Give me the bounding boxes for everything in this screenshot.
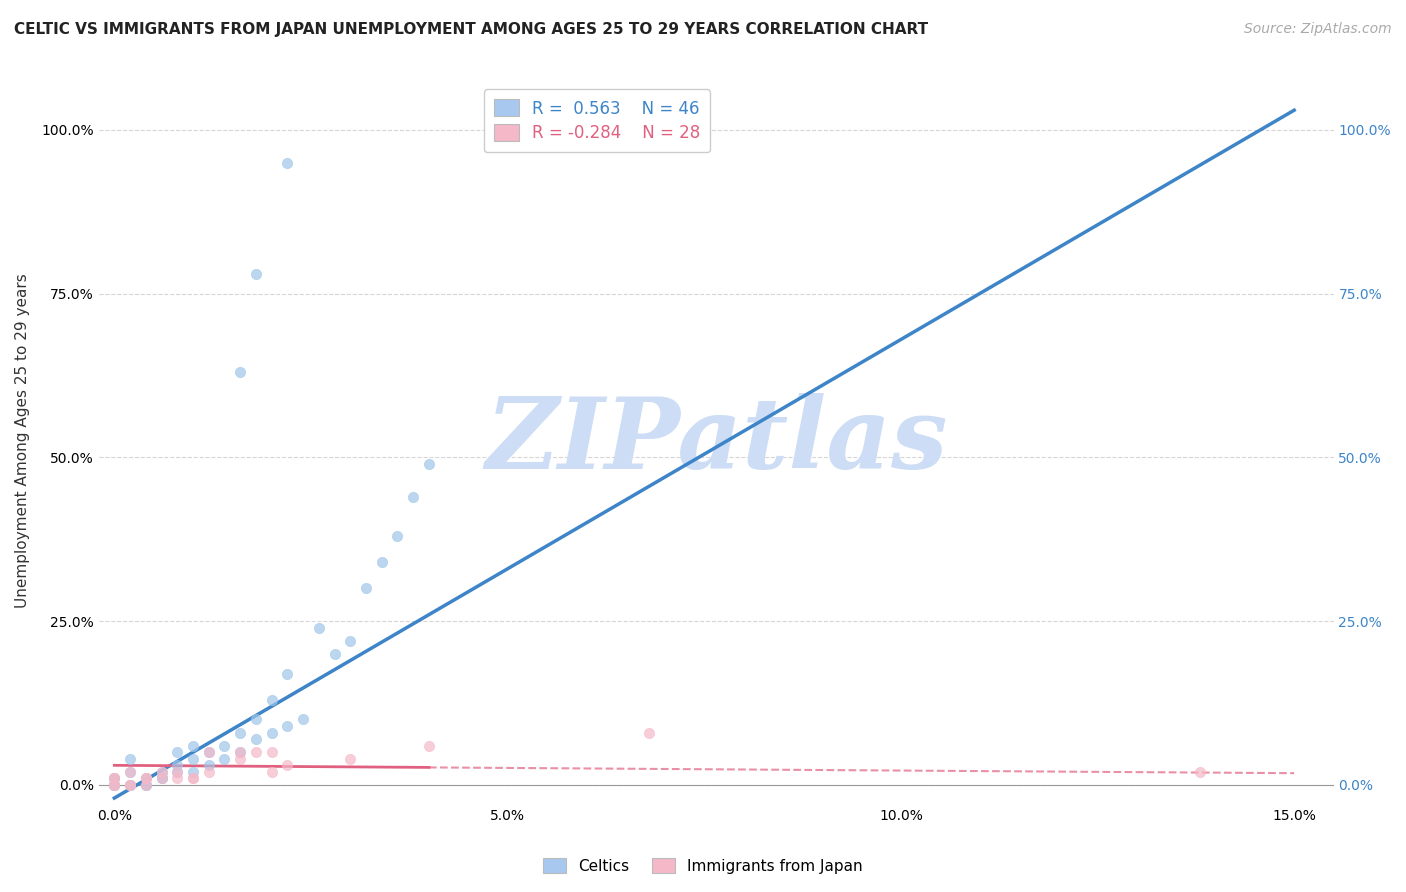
Point bbox=[135, 778, 157, 792]
Point bbox=[387, 529, 409, 543]
Point bbox=[229, 745, 252, 759]
Legend: R =  0.563    N = 46, R = -0.284    N = 28: R = 0.563 N = 46, R = -0.284 N = 28 bbox=[484, 89, 710, 153]
Point bbox=[323, 647, 346, 661]
Point bbox=[276, 719, 298, 733]
Point bbox=[103, 772, 125, 786]
Point bbox=[120, 778, 142, 792]
Point bbox=[103, 778, 125, 792]
Point bbox=[638, 725, 661, 739]
Point bbox=[197, 745, 219, 759]
Point bbox=[402, 490, 425, 504]
Point bbox=[150, 772, 173, 786]
Point bbox=[308, 621, 330, 635]
Point bbox=[354, 582, 377, 596]
Point bbox=[276, 758, 298, 772]
Point bbox=[181, 739, 204, 753]
Point bbox=[245, 713, 267, 727]
Point bbox=[135, 778, 157, 792]
Point bbox=[181, 764, 204, 779]
Point bbox=[120, 778, 142, 792]
Point bbox=[103, 772, 125, 786]
Point bbox=[260, 693, 283, 707]
Point bbox=[181, 772, 204, 786]
Point bbox=[150, 764, 173, 779]
Point bbox=[103, 778, 125, 792]
Point bbox=[229, 365, 252, 379]
Point bbox=[120, 752, 142, 766]
Point bbox=[197, 745, 219, 759]
Point bbox=[418, 739, 440, 753]
Text: ZIPatlas: ZIPatlas bbox=[485, 392, 948, 490]
Point bbox=[103, 778, 125, 792]
Point bbox=[339, 752, 361, 766]
Point bbox=[103, 772, 125, 786]
Point bbox=[166, 764, 188, 779]
Point bbox=[292, 713, 315, 727]
Point bbox=[120, 778, 142, 792]
Point bbox=[229, 725, 252, 739]
Point bbox=[197, 764, 219, 779]
Point bbox=[135, 772, 157, 786]
Point bbox=[260, 745, 283, 759]
Point bbox=[1188, 764, 1211, 779]
Point bbox=[260, 764, 283, 779]
Point bbox=[229, 745, 252, 759]
Y-axis label: Unemployment Among Ages 25 to 29 years: Unemployment Among Ages 25 to 29 years bbox=[15, 274, 30, 608]
Point bbox=[135, 772, 157, 786]
Point bbox=[181, 772, 204, 786]
Point bbox=[214, 752, 236, 766]
Point bbox=[166, 764, 188, 779]
Point bbox=[418, 457, 440, 471]
Point bbox=[103, 778, 125, 792]
Point bbox=[245, 745, 267, 759]
Point bbox=[135, 778, 157, 792]
Point bbox=[135, 772, 157, 786]
Point bbox=[120, 778, 142, 792]
Text: CELTIC VS IMMIGRANTS FROM JAPAN UNEMPLOYMENT AMONG AGES 25 TO 29 YEARS CORRELATI: CELTIC VS IMMIGRANTS FROM JAPAN UNEMPLOY… bbox=[14, 22, 928, 37]
Point bbox=[260, 725, 283, 739]
Point bbox=[120, 764, 142, 779]
Point bbox=[245, 267, 267, 281]
Point bbox=[135, 772, 157, 786]
Point bbox=[371, 555, 394, 569]
Point bbox=[166, 758, 188, 772]
Point bbox=[276, 666, 298, 681]
Point bbox=[166, 745, 188, 759]
Point bbox=[103, 778, 125, 792]
Point bbox=[103, 772, 125, 786]
Point bbox=[120, 764, 142, 779]
Point bbox=[214, 739, 236, 753]
Point bbox=[150, 764, 173, 779]
Legend: Celtics, Immigrants from Japan: Celtics, Immigrants from Japan bbox=[537, 852, 869, 880]
Point bbox=[150, 772, 173, 786]
Text: Source: ZipAtlas.com: Source: ZipAtlas.com bbox=[1244, 22, 1392, 37]
Point bbox=[150, 772, 173, 786]
Point bbox=[245, 732, 267, 747]
Point bbox=[276, 155, 298, 169]
Point bbox=[181, 752, 204, 766]
Point bbox=[166, 772, 188, 786]
Point bbox=[229, 752, 252, 766]
Point bbox=[339, 633, 361, 648]
Point bbox=[197, 758, 219, 772]
